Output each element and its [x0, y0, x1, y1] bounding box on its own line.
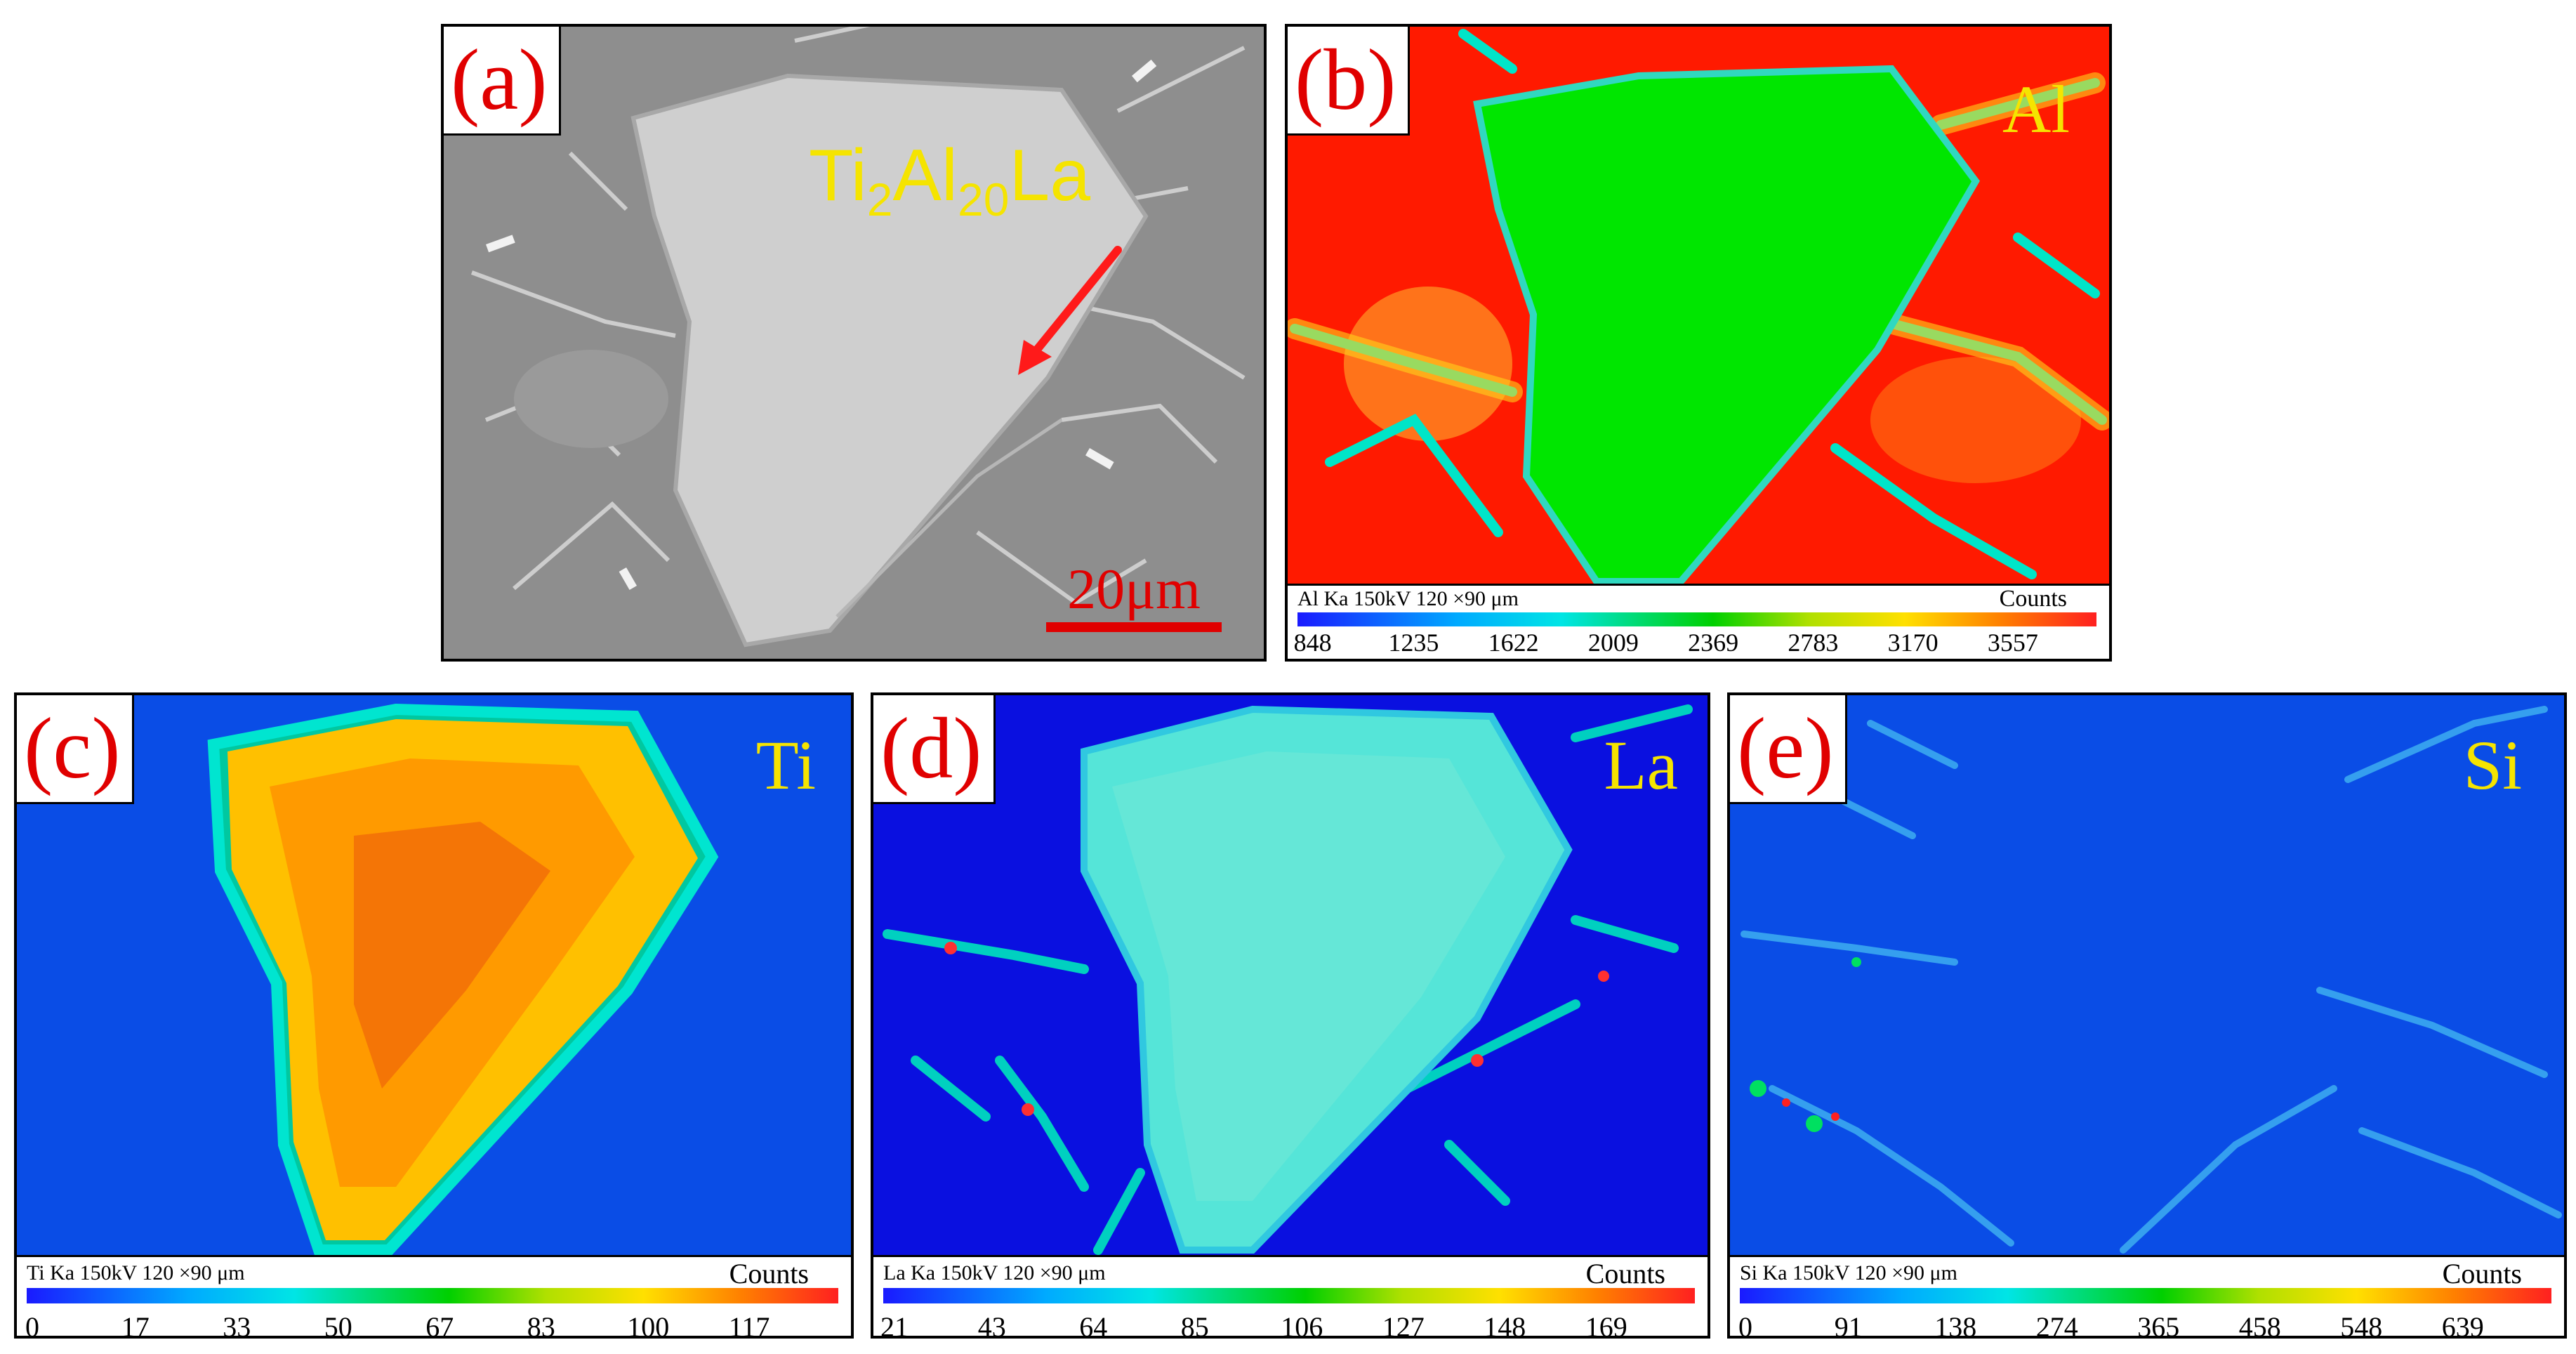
colorbar-tick: 106 — [1281, 1311, 1323, 1339]
element-label-ti: Ti — [755, 726, 816, 804]
colorbar-tick: 100 — [627, 1311, 670, 1339]
colorbar-tick: 639 — [2441, 1311, 2484, 1339]
colorbar-tick: 85 — [1180, 1311, 1209, 1339]
colorbar-ticks: 21 43 64 85 106 127 148 169 — [880, 1310, 1695, 1339]
colorbar-tick: 64 — [1079, 1311, 1108, 1339]
panel-label-c: (c) — [17, 695, 134, 804]
colorbar-counts-label: Counts — [2442, 1258, 2522, 1289]
colorbar-tick: 0 — [25, 1311, 39, 1339]
colorbar-tick: 169 — [1585, 1311, 1627, 1339]
colorbar-tick: 2009 — [1587, 629, 1639, 657]
panel-label-d: (d) — [873, 695, 996, 804]
colorbar-tick: 117 — [728, 1311, 770, 1339]
colorbar-ticks: 0 17 33 50 67 83 100 117 — [25, 1310, 838, 1339]
colorbar-tick: 548 — [2340, 1311, 2383, 1339]
colorbar-header: La Ka 150kV 120 ×90 μm — [883, 1261, 1106, 1284]
colorbar-gradient — [1740, 1288, 2551, 1303]
colorbar-la: La Ka 150kV 120 ×90 μm Counts 21 43 64 8… — [873, 1255, 1708, 1336]
panel-d-la-map: (d) La La Ka 150kV 120 ×90 μm Counts 21 … — [871, 692, 1710, 1339]
colorbar-gradient — [1297, 612, 2096, 626]
colorbar-tick: 848 — [1293, 629, 1332, 657]
colorbar-ticks: 0 91 138 274 365 458 548 639 — [1738, 1310, 2551, 1339]
panel-b-al-map: (b) Al Al Ka 150kV 120 ×90 μm Counts 848… — [1285, 24, 2112, 662]
colorbar-tick: 1622 — [1488, 629, 1539, 657]
element-label-al: Al — [2002, 72, 2070, 147]
panel-c-ti-map: (c) Ti Ti Ka 150kV 120 ×90 μm Counts 0 1… — [14, 692, 854, 1339]
sem-micrograph — [444, 27, 1264, 659]
colorbar-tick: 127 — [1382, 1311, 1425, 1339]
al-element-map — [1288, 27, 2109, 589]
panel-a-sem-image: (a) Ti2Al20La 20μm — [441, 24, 1267, 662]
scale-bar: 20μm — [1046, 560, 1222, 632]
colorbar-tick: 33 — [223, 1311, 251, 1339]
element-label-si: Si — [2463, 726, 2522, 804]
colorbar-tick: 3170 — [1887, 629, 1938, 657]
colorbar-ticks: 848 1235 1622 2009 2369 2783 3170 3557 — [1293, 628, 2096, 659]
colorbar-tick: 0 — [1738, 1311, 1752, 1339]
colorbar-tick: 138 — [1934, 1311, 1977, 1339]
la-element-map — [873, 695, 1708, 1257]
colorbar-counts-label: Counts — [1585, 1258, 1665, 1289]
colorbar-counts-label: Counts — [1999, 586, 2067, 612]
colorbar-tick: 148 — [1484, 1311, 1526, 1339]
colorbar-header: Si Ka 150kV 120 ×90 μm — [1740, 1261, 1957, 1284]
colorbar-tick: 67 — [425, 1311, 454, 1339]
panel-label-b: (b) — [1288, 27, 1410, 136]
colorbar-gradient — [27, 1288, 838, 1303]
ti-element-map — [17, 695, 851, 1257]
colorbar-ti: Ti Ka 150kV 120 ×90 μm Counts 0 17 33 50… — [17, 1255, 851, 1336]
colorbar-tick: 17 — [121, 1311, 150, 1339]
panel-e-si-map: (e) Si Si Ka 150kV 120 ×90 μm Counts 0 9… — [1727, 692, 2567, 1339]
colorbar-tick: 91 — [1834, 1311, 1863, 1339]
colorbar-tick: 83 — [527, 1311, 555, 1339]
panel-label-e: (e) — [1730, 695, 1847, 804]
panel-label-a: (a) — [444, 27, 561, 136]
scale-bar-label: 20μm — [1067, 557, 1201, 621]
phase-label: Ti2Al20La — [809, 135, 1091, 225]
colorbar-header: Ti Ka 150kV 120 ×90 μm — [27, 1261, 245, 1284]
colorbar-gradient — [883, 1288, 1695, 1303]
colorbar-al: Al Ka 150kV 120 ×90 μm Counts 848 1235 1… — [1288, 584, 2109, 659]
si-element-map — [1730, 695, 2564, 1257]
colorbar-tick: 2783 — [1788, 629, 1839, 657]
element-label-la: La — [1604, 726, 1678, 804]
colorbar-tick: 1235 — [1388, 629, 1439, 657]
colorbar-tick: 2369 — [1688, 629, 1739, 657]
colorbar-tick: 21 — [880, 1311, 909, 1339]
colorbar-tick: 43 — [977, 1311, 1006, 1339]
colorbar-tick: 3557 — [1987, 629, 2038, 657]
colorbar-counts-label: Counts — [729, 1258, 809, 1289]
colorbar-header: Al Ka 150kV 120 ×90 μm — [1297, 587, 1519, 610]
colorbar-tick: 274 — [2035, 1311, 2078, 1339]
colorbar-tick: 458 — [2238, 1311, 2281, 1339]
colorbar-tick: 365 — [2137, 1311, 2180, 1339]
colorbar-si: Si Ka 150kV 120 ×90 μm Counts 0 91 138 2… — [1730, 1255, 2564, 1336]
scale-bar-line — [1046, 622, 1222, 632]
colorbar-tick: 50 — [324, 1311, 352, 1339]
